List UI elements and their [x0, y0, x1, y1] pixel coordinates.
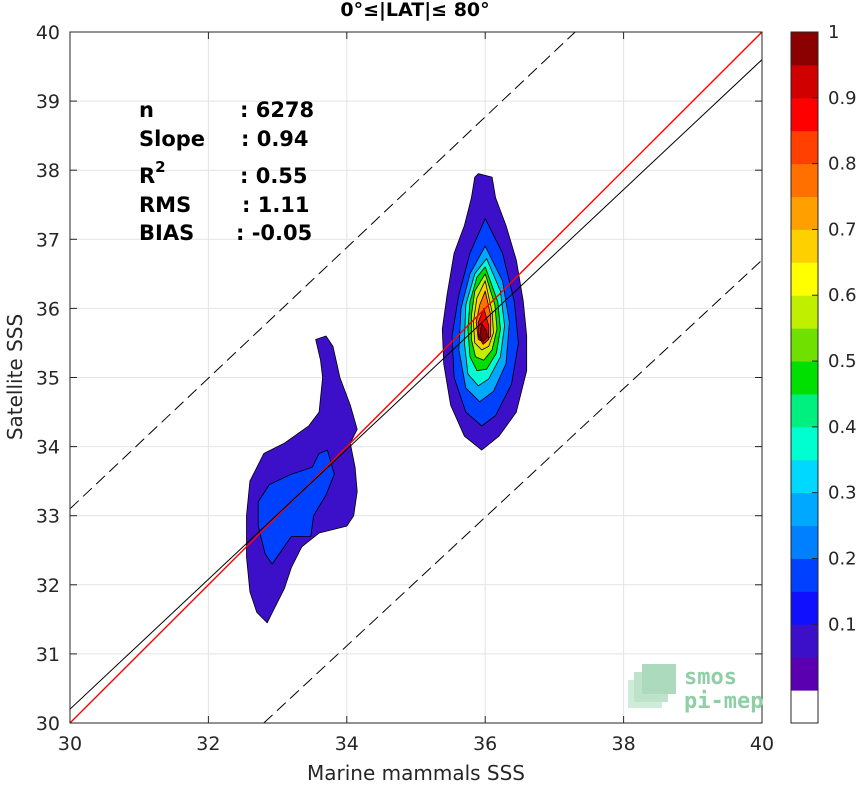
y-tick-label: 38: [36, 160, 60, 182]
colorbar-tick-label: 0.3: [828, 483, 857, 504]
density-cluster: [441, 173, 528, 451]
colorbar-segment: [791, 196, 818, 230]
y-tick-label: 40: [36, 22, 60, 44]
colorbar-segment: [791, 690, 818, 724]
stat-value: : 0.94: [241, 127, 309, 151]
reference-lines: [70, 32, 762, 723]
line-offset_plus: [70, 32, 576, 510]
colorbar-segment: [791, 558, 818, 592]
x-tick-label: 32: [196, 733, 220, 755]
colorbar-tick-label: 0.6: [828, 285, 857, 306]
stat-row: BIAS : -0.05: [139, 221, 312, 245]
chart-title: 0°≤|LAT|≤ 80°: [340, 0, 489, 21]
colorbar-segment: [791, 32, 818, 66]
colorbar-segment: [791, 130, 818, 165]
logo-line2: pi-mep: [684, 689, 763, 714]
colorbar-tick-label: 0.7: [828, 219, 857, 240]
smos-pimep-logo: smos pi-mep: [628, 664, 763, 714]
colorbar-segment: [791, 97, 818, 132]
stat-row: n : 6278: [139, 98, 314, 122]
colorbar-segment: [791, 393, 818, 428]
stat-row: RMS : 1.11: [139, 193, 310, 217]
x-tick-label: 30: [58, 733, 82, 755]
colorbar-segment: [791, 426, 818, 461]
colorbar-tick-label: 0.1: [828, 614, 857, 635]
colorbar-tick-label: 0.8: [828, 154, 857, 175]
stat-row: Slope : 0.94: [139, 127, 309, 151]
colorbar-tick-label: 0.5: [828, 351, 857, 372]
stat-value: : 6278: [240, 98, 314, 122]
x-tick-label: 34: [335, 733, 359, 755]
y-tick-label: 35: [36, 368, 60, 390]
x-tick-label: 36: [473, 733, 497, 755]
logo-line1: smos: [684, 665, 737, 690]
density-contours: [246, 173, 528, 624]
colorbar-segment: [791, 624, 818, 658]
stat-value: : 0.55: [240, 164, 308, 188]
x-tick-label: 38: [612, 733, 636, 755]
colorbar-segment: [791, 295, 818, 329]
colorbar-segment: [791, 492, 818, 527]
colorbar-tick-label: 1: [828, 22, 839, 43]
stat-value: : 1.11: [242, 193, 310, 217]
y-axis-ticks: 30 31 32 33 34 35 36 37 38 39 40: [36, 22, 762, 735]
colorbar-segment: [791, 525, 818, 559]
y-tick-label: 31: [36, 644, 60, 666]
stat-label: BIAS: [139, 221, 194, 245]
line-identity: [70, 32, 762, 723]
line-offset_minus: [263, 259, 762, 723]
colorbar-tick-label: 0.4: [828, 417, 857, 438]
colorbar-tick-label: 0.2: [828, 548, 857, 569]
colorbar-segment: [791, 64, 818, 99]
line-regression: [70, 59, 762, 710]
colorbar-tick-label: 0.9: [828, 88, 857, 109]
logo-mark-icon: [628, 664, 676, 708]
density-contour: [479, 323, 488, 343]
x-tick-label: 40: [750, 733, 774, 755]
colorbar-frame: [790, 31, 819, 724]
stat-value: : -0.05: [236, 221, 312, 245]
x-axis-label: Marine mammals SSS: [307, 761, 525, 785]
y-tick-label: 39: [36, 91, 60, 113]
y-tick-label: 32: [36, 575, 60, 597]
stat-label-superscript: 2: [155, 158, 165, 176]
y-axis-label: Satellite SSS: [3, 314, 27, 440]
y-tick-label: 30: [36, 713, 60, 735]
colorbar-segment: [791, 657, 818, 691]
x-axis-ticks: 30 32 34 36 38 40: [58, 32, 774, 755]
stat-label: n: [139, 98, 154, 122]
colorbar-segment: [791, 229, 818, 263]
stat-label: Slope: [139, 127, 205, 151]
colorbar-segment: [791, 262, 818, 296]
y-tick-label: 33: [36, 506, 60, 528]
colorbar-segment: [791, 459, 818, 494]
colorbar-segment: [791, 591, 818, 625]
y-tick-label: 37: [36, 229, 60, 251]
colorbar-segment: [791, 163, 818, 198]
stat-label: RMS: [139, 193, 191, 217]
y-tick-label: 34: [36, 437, 60, 459]
colorbar-segment: [791, 361, 818, 395]
colorbar: 0.1 0.2 0.3 0.4 0.5 0.6 0.7 0.8 0.9 1: [790, 22, 857, 724]
colorbar-segment: [791, 328, 818, 362]
y-tick-label: 36: [36, 298, 60, 320]
